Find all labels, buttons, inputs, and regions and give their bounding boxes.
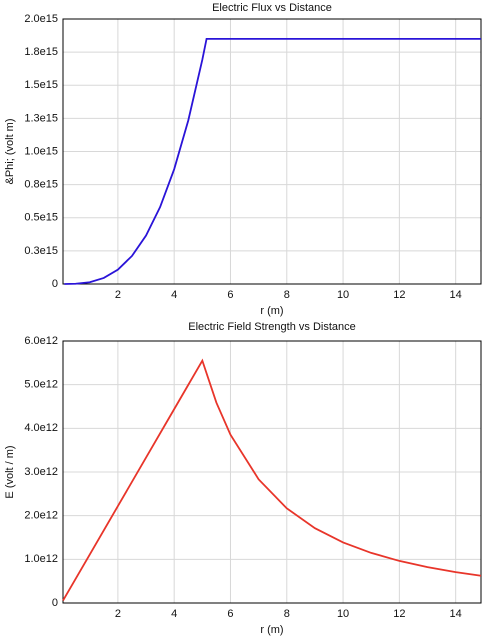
data-line [64,37,481,285]
y-tick-label: 0 [52,597,58,609]
x-tick-label: 8 [284,289,290,301]
x-tick-label: 2 [115,608,121,620]
x-tick-label: 8 [284,608,290,620]
x-tick-label: 14 [450,289,462,301]
y-tick-label: 2.0e15 [24,13,58,25]
y-tick-label: 1.5e15 [24,79,58,91]
x-axis-label: r (m) [260,624,283,636]
x-tick-label: 12 [393,608,405,620]
y-tick-label: 1.0e15 [24,145,58,157]
x-tick-label: 4 [171,289,177,301]
x-axis-label: r (m) [260,305,283,317]
data-line [62,358,482,602]
y-tick-label: 6.0e12 [24,335,58,347]
x-tick-label: 6 [227,289,233,301]
y-tick-label: 1.8e15 [24,46,58,58]
y-tick-label: 0.8e15 [24,179,58,191]
y-axis-label: &Phi; (volt m) [4,118,16,184]
y-tick-label: 1.0e12 [24,553,58,565]
y-tick-label: 1.3e15 [24,112,58,124]
y-axis-label: E (volt / m) [4,445,16,498]
plot-border [62,340,482,604]
x-tick-label: 2 [115,289,121,301]
x-tick-label: 14 [450,608,462,620]
chart-title: Electric Field Strength vs Distance [188,321,356,333]
x-tick-label: 10 [337,608,349,620]
x-tick-label: 4 [171,608,177,620]
y-tick-label: 0.3e15 [24,245,58,257]
y-tick-label: 2.0e12 [24,510,58,522]
y-tick-label: 3.0e12 [24,466,58,478]
x-tick-label: 6 [227,608,233,620]
plot-border [62,18,482,285]
y-tick-label: 4.0e12 [24,422,58,434]
y-tick-label: 5.0e12 [24,379,58,391]
x-tick-label: 12 [393,289,405,301]
y-tick-label: 0.5e15 [24,212,58,224]
x-tick-label: 10 [337,289,349,301]
y-tick-label: 0 [52,278,58,290]
chart-title: Electric Flux vs Distance [212,2,332,14]
